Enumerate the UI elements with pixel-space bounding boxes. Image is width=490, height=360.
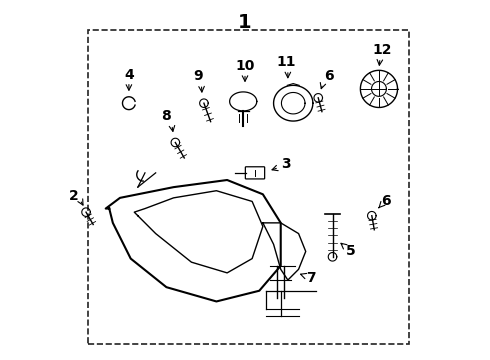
Text: 4: 4 bbox=[124, 68, 134, 82]
Text: 2: 2 bbox=[70, 189, 79, 203]
Text: 6: 6 bbox=[324, 69, 334, 84]
Text: 6: 6 bbox=[381, 194, 391, 208]
Text: 12: 12 bbox=[373, 42, 392, 57]
Text: 9: 9 bbox=[194, 69, 203, 84]
Text: 11: 11 bbox=[276, 55, 296, 69]
Text: 8: 8 bbox=[162, 109, 172, 123]
Text: 7: 7 bbox=[306, 271, 316, 285]
FancyBboxPatch shape bbox=[245, 167, 265, 179]
Text: 5: 5 bbox=[345, 244, 355, 258]
Text: 3: 3 bbox=[281, 157, 291, 171]
Text: 1: 1 bbox=[238, 13, 252, 32]
Text: 10: 10 bbox=[235, 59, 255, 73]
